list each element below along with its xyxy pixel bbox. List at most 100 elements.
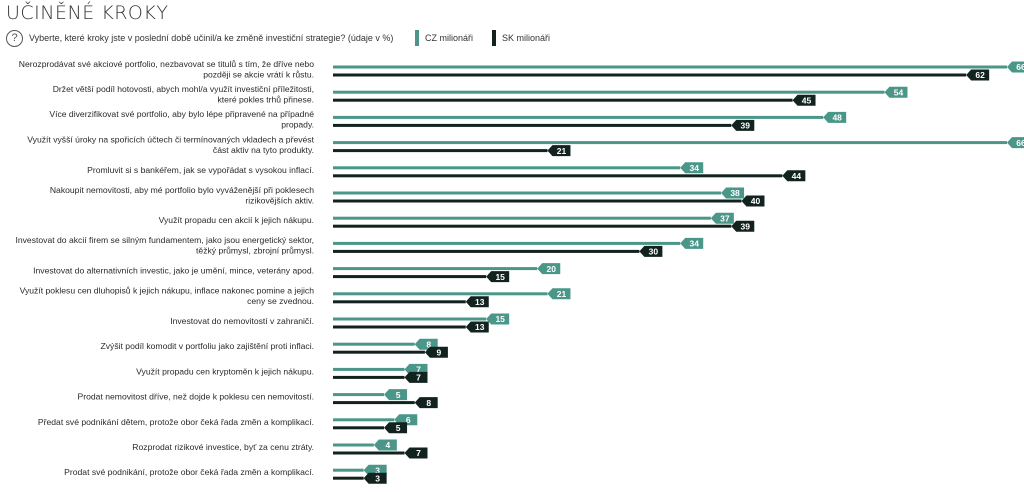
data-label-cz: 37 bbox=[720, 213, 730, 223]
data-label-cz: 15 bbox=[495, 314, 505, 324]
data-label-cz: 66 bbox=[1016, 138, 1024, 148]
data-label-sk: 7 bbox=[416, 373, 421, 383]
bar-sk bbox=[333, 98, 793, 102]
data-label-sk: 5 bbox=[396, 423, 401, 433]
value-tag-cz bbox=[710, 212, 734, 224]
category-label: Prodat nemovitost dříve, než dojde k pok… bbox=[78, 392, 314, 402]
value-tag-cz bbox=[680, 237, 704, 249]
category-label: Využít vyšší úroky na spořicích účtech č… bbox=[27, 134, 314, 144]
data-label-sk: 45 bbox=[802, 95, 812, 105]
bar-cz bbox=[333, 166, 681, 170]
bar-sk bbox=[333, 375, 405, 379]
category-label: později se akcie vrátí k růstu. bbox=[203, 69, 314, 79]
value-tag-sk bbox=[465, 321, 489, 333]
bar-cz bbox=[333, 342, 415, 346]
data-label-cz: 48 bbox=[832, 113, 842, 123]
bar-cz bbox=[333, 292, 548, 296]
data-label-sk: 9 bbox=[437, 347, 442, 357]
bar-cz bbox=[333, 115, 824, 119]
data-label-cz: 7 bbox=[416, 365, 421, 375]
bar-cz bbox=[333, 393, 385, 397]
bar-sk bbox=[333, 451, 405, 455]
value-tag-sk bbox=[363, 472, 387, 484]
category-label: které pokles trhů přinese. bbox=[218, 94, 315, 104]
data-label-cz: 4 bbox=[385, 440, 390, 450]
data-label-cz: 8 bbox=[426, 339, 431, 349]
value-tag-sk bbox=[792, 94, 816, 106]
data-label-sk: 62 bbox=[975, 70, 985, 80]
value-tag-cz bbox=[1007, 137, 1024, 149]
bar-sk bbox=[333, 401, 415, 405]
category-label: těžký průmysl, zbrojní průmysl. bbox=[196, 246, 314, 256]
bar-cz bbox=[333, 468, 364, 472]
category-label: propady. bbox=[281, 120, 314, 130]
data-label-sk: 7 bbox=[416, 448, 421, 458]
data-label-cz: 3 bbox=[375, 465, 380, 475]
bar-sk bbox=[333, 123, 732, 127]
value-tag-cz bbox=[680, 162, 704, 174]
value-tag-sk bbox=[782, 170, 806, 182]
category-label: Investovat do akcií firem se silným fund… bbox=[15, 235, 314, 245]
bar-sk bbox=[333, 249, 640, 253]
value-tag-sk bbox=[731, 119, 755, 131]
category-label: ceny se zvednou. bbox=[247, 296, 314, 306]
category-label: Nakoupit nemovitosti, aby mé portfolio b… bbox=[50, 185, 314, 195]
data-label-sk: 8 bbox=[426, 398, 431, 408]
category-label: Prodat své podnikání, protože obor čeká … bbox=[64, 467, 314, 477]
value-tag-sk bbox=[414, 397, 438, 409]
category-label: Využít poklesu cen dluhopisů k jejich ná… bbox=[20, 286, 315, 296]
bar-cz bbox=[333, 443, 374, 447]
value-tag-cz bbox=[1007, 61, 1024, 73]
value-tag-sk bbox=[465, 296, 489, 308]
category-label: Rozprodat rizikové investice, byť za cen… bbox=[132, 442, 314, 452]
bar-sk bbox=[333, 199, 742, 203]
question-text: Vyberte, které kroky jste v poslední dob… bbox=[29, 33, 394, 43]
bar-sk bbox=[333, 275, 487, 279]
value-tag-cz bbox=[547, 288, 571, 300]
category-label: Investovat do alternativních investic, j… bbox=[33, 266, 314, 276]
value-tag-cz bbox=[537, 263, 561, 275]
bar-cz bbox=[333, 65, 1007, 69]
bar-sk bbox=[333, 224, 732, 228]
value-tag-sk bbox=[741, 195, 765, 207]
bar-sk bbox=[333, 300, 466, 304]
value-tag-cz bbox=[384, 389, 408, 401]
bar-sk bbox=[333, 73, 967, 77]
data-label-cz: 5 bbox=[396, 390, 401, 400]
bar-cz bbox=[333, 216, 711, 220]
bar-cz bbox=[333, 317, 487, 321]
question-row: ? Vyberte, které kroky jste v poslední d… bbox=[6, 28, 393, 48]
data-label-sk: 13 bbox=[475, 297, 485, 307]
category-label: Předat své podnikání dětem, protože obor… bbox=[38, 417, 314, 427]
page-title: UČINĚNÉ KROKY bbox=[6, 2, 169, 24]
category-label: Zvýšit podíl komodit v portfoliu jako za… bbox=[100, 341, 314, 351]
data-label-sk: 44 bbox=[792, 171, 802, 181]
legend-swatch-sk bbox=[492, 30, 496, 46]
legend-swatch-cz bbox=[415, 30, 419, 46]
data-label-sk: 40 bbox=[751, 196, 761, 206]
question-icon: ? bbox=[6, 29, 23, 47]
data-label-sk: 30 bbox=[649, 247, 659, 257]
bar-cz bbox=[333, 141, 1007, 145]
bar-cz bbox=[333, 267, 538, 271]
value-tag-cz bbox=[486, 313, 510, 325]
category-label: Nerozprodávat své akciové portfolio, nez… bbox=[19, 59, 314, 69]
bar-sk bbox=[333, 325, 466, 329]
bar-cz bbox=[333, 367, 405, 371]
category-label: Využít propadu cen kryptoměn k jejich ná… bbox=[136, 366, 314, 376]
bar-cz bbox=[333, 241, 681, 245]
value-tag-sk bbox=[424, 346, 448, 358]
category-label: Více diverzifikovat své portfolio, aby b… bbox=[49, 109, 314, 119]
bar-sk bbox=[333, 149, 548, 153]
bar-cz bbox=[333, 191, 722, 195]
data-label-cz: 34 bbox=[689, 163, 699, 173]
value-tag-cz bbox=[884, 86, 908, 98]
data-label-sk: 21 bbox=[557, 146, 567, 156]
category-label: Promluvit si s bankéřem, jak se vypořáda… bbox=[87, 165, 314, 175]
value-tag-sk bbox=[966, 69, 990, 81]
data-label-cz: 21 bbox=[557, 289, 567, 299]
value-tag-sk bbox=[404, 447, 428, 459]
value-tag-cz bbox=[721, 187, 745, 199]
data-label-sk: 3 bbox=[375, 473, 380, 483]
